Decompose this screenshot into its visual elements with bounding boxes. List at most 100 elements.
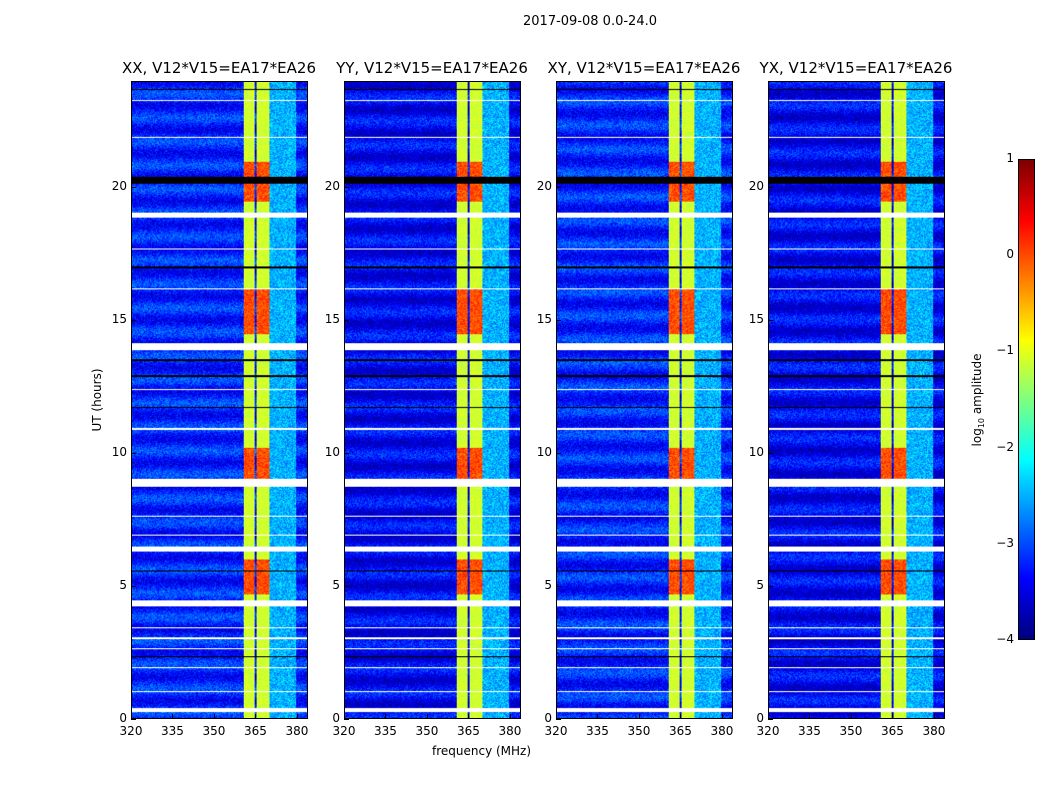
x-tick-mark	[556, 714, 557, 719]
y-tick-mark	[344, 586, 349, 588]
x-tick-mark	[509, 714, 511, 719]
x-tick-mark	[933, 714, 935, 719]
panel-title: YX, V12*V15=EA17*EA26	[759, 59, 953, 77]
x-tick-mark	[468, 714, 470, 719]
y-tick-label: 15	[748, 312, 764, 327]
colorbar-tick-label: −2	[996, 439, 1014, 454]
y-tick-mark	[556, 187, 561, 189]
x-tick-mark	[296, 714, 298, 719]
y-tick-label: 0	[119, 711, 127, 725]
y-tick-label: 10	[324, 445, 340, 460]
x-tick-mark	[131, 714, 132, 719]
spectrogram-panel-3	[768, 81, 945, 719]
colorbar-tick-label: −1	[996, 343, 1014, 358]
spectrogram-panel-0	[131, 81, 308, 719]
colorbar-tick-label: −3	[996, 535, 1014, 550]
y-tick-label: 5	[119, 578, 127, 593]
x-tick-label: 335	[798, 724, 821, 738]
x-tick-label: 350	[627, 724, 651, 738]
y-tick-mark	[556, 719, 561, 720]
y-tick-mark	[556, 586, 561, 588]
y-tick-label: 0	[756, 711, 764, 725]
x-tick-label: 335	[586, 724, 609, 738]
x-tick-label: 365	[457, 724, 480, 738]
y-tick-label: 5	[544, 578, 552, 593]
x-tick-mark	[213, 714, 215, 719]
x-tick-label: 380	[922, 724, 946, 738]
spectrogram-panel-1	[344, 81, 521, 719]
y-tick-mark	[768, 187, 773, 189]
y-tick-label: 10	[111, 445, 127, 460]
x-tick-label: 350	[202, 724, 226, 738]
colorbar	[1018, 159, 1035, 640]
y-tick-mark	[131, 187, 136, 189]
y-tick-mark	[344, 187, 349, 189]
panel-title: XY, V12*V15=EA17*EA26	[547, 59, 741, 77]
x-tick-label: 380	[498, 724, 522, 738]
y-tick-label: 20	[111, 179, 127, 194]
x-tick-mark	[809, 714, 811, 719]
y-tick-label: 5	[756, 578, 764, 593]
y-tick-mark	[344, 320, 349, 322]
y-tick-label: 20	[324, 179, 340, 194]
x-tick-label: 320	[544, 724, 568, 738]
y-tick-mark	[131, 586, 136, 588]
y-tick-label: 15	[111, 312, 127, 327]
y-tick-mark	[344, 453, 349, 455]
colorbar-label: log10 amplitude	[969, 353, 987, 447]
y-tick-mark	[344, 719, 349, 720]
y-tick-mark	[768, 453, 773, 455]
spectrogram-heatmap	[132, 82, 307, 718]
colorbar-tick-label: 0	[1006, 247, 1014, 262]
panel-title: YY, V12*V15=EA17*EA26	[336, 59, 528, 77]
x-tick-mark	[255, 714, 257, 719]
y-tick-label: 10	[748, 445, 764, 460]
y-tick-label: 0	[332, 711, 340, 725]
x-tick-label: 380	[710, 724, 734, 738]
spectrogram-panel-2	[556, 81, 733, 719]
y-tick-label: 10	[536, 445, 552, 460]
x-tick-mark	[768, 714, 769, 719]
spectrogram-heatmap	[557, 82, 732, 718]
x-tick-mark	[850, 714, 852, 719]
y-tick-mark	[768, 586, 773, 588]
x-tick-mark	[680, 714, 682, 719]
y-tick-mark	[768, 320, 773, 322]
x-tick-label: 320	[332, 724, 356, 738]
x-tick-label: 365	[244, 724, 267, 738]
spectrogram-heatmap	[769, 82, 944, 718]
colorbar-tick-label: 1	[1006, 151, 1014, 165]
y-tick-label: 5	[332, 578, 340, 593]
x-tick-mark	[892, 714, 894, 719]
y-tick-mark	[131, 320, 136, 322]
x-tick-label: 365	[669, 724, 692, 738]
y-tick-mark	[556, 453, 561, 455]
x-tick-mark	[385, 714, 387, 719]
x-tick-label: 335	[374, 724, 397, 738]
x-tick-mark	[172, 714, 174, 719]
y-tick-label: 15	[324, 312, 340, 327]
x-tick-mark	[597, 714, 599, 719]
x-tick-label: 320	[756, 724, 780, 738]
x-tick-label: 350	[415, 724, 439, 738]
x-tick-label: 335	[161, 724, 184, 738]
y-axis-label: UT (hours)	[90, 368, 104, 432]
x-tick-mark	[638, 714, 640, 719]
x-tick-label: 350	[839, 724, 863, 738]
x-tick-label: 365	[881, 724, 904, 738]
spectrogram-heatmap	[345, 82, 520, 718]
figure-title: 2017-09-08 0.0-24.0	[523, 14, 657, 29]
y-tick-label: 0	[544, 711, 552, 725]
y-tick-label: 15	[536, 312, 552, 327]
x-tick-mark	[721, 714, 723, 719]
x-axis-label: frequency (MHz)	[432, 744, 532, 758]
x-tick-mark	[344, 714, 345, 719]
y-tick-mark	[131, 719, 136, 720]
y-tick-mark	[768, 719, 773, 720]
panel-title: XX, V12*V15=EA17*EA26	[121, 59, 316, 77]
y-tick-label: 20	[748, 179, 764, 194]
y-tick-label: 20	[536, 179, 552, 194]
x-tick-label: 320	[119, 724, 143, 738]
y-tick-mark	[556, 320, 561, 322]
colorbar-tick-label: −4	[996, 632, 1014, 646]
